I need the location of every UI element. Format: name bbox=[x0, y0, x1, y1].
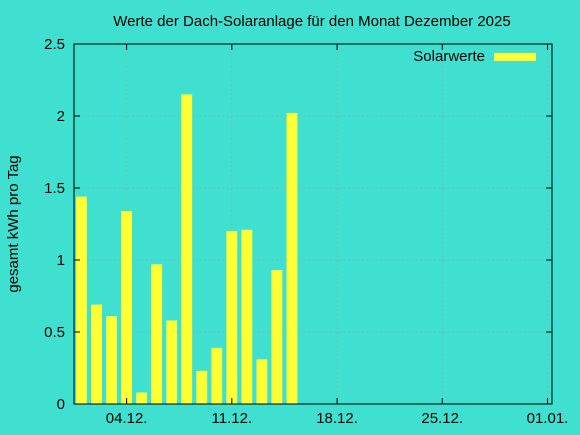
bar bbox=[271, 270, 283, 404]
y-tick-label: 1.5 bbox=[44, 180, 65, 197]
plot-frame bbox=[73, 43, 553, 405]
bar bbox=[91, 304, 102, 404]
y-axis-label: gesamt kWh pro Tag bbox=[5, 155, 22, 292]
legend: Solarwerte bbox=[413, 48, 536, 65]
x-tick-label: 11.12. bbox=[212, 410, 253, 427]
bar bbox=[166, 320, 178, 404]
bar bbox=[211, 347, 223, 404]
grid-lines bbox=[74, 44, 552, 404]
bar bbox=[286, 113, 298, 405]
bar bbox=[241, 229, 253, 404]
bar bbox=[151, 264, 163, 404]
bar bbox=[76, 196, 87, 404]
bar bbox=[121, 211, 133, 404]
bar bbox=[256, 359, 268, 404]
y-tick-label: 0.5 bbox=[44, 324, 65, 341]
axis-ticks: 0 0.5 1 1.5 2 2.5 04.12. 11.12. 18.12. 25.12. 01.0… bbox=[44, 36, 568, 427]
y-tick-label: 2.5 bbox=[44, 36, 65, 53]
bar bbox=[226, 231, 238, 404]
bar bbox=[136, 392, 148, 404]
y-tick-label: 0 bbox=[57, 396, 65, 413]
bar bbox=[106, 316, 117, 404]
legend-label: Solarwerte bbox=[413, 48, 485, 65]
x-tick-label: 25.12. bbox=[421, 410, 463, 427]
bars bbox=[76, 94, 298, 405]
y-tick-label: 2 bbox=[57, 108, 65, 125]
y-tick-label: 1 bbox=[57, 252, 65, 269]
x-tick-label: 04.12. bbox=[106, 410, 148, 427]
x-tick-label: 01.01. bbox=[527, 410, 569, 427]
chart-title: Werte der Dach-Solaranlage für den Monat… bbox=[113, 13, 510, 30]
x-tick-label: 18.12. bbox=[316, 410, 358, 427]
bar bbox=[181, 94, 193, 405]
legend-swatch bbox=[494, 53, 536, 61]
bar bbox=[196, 370, 208, 404]
